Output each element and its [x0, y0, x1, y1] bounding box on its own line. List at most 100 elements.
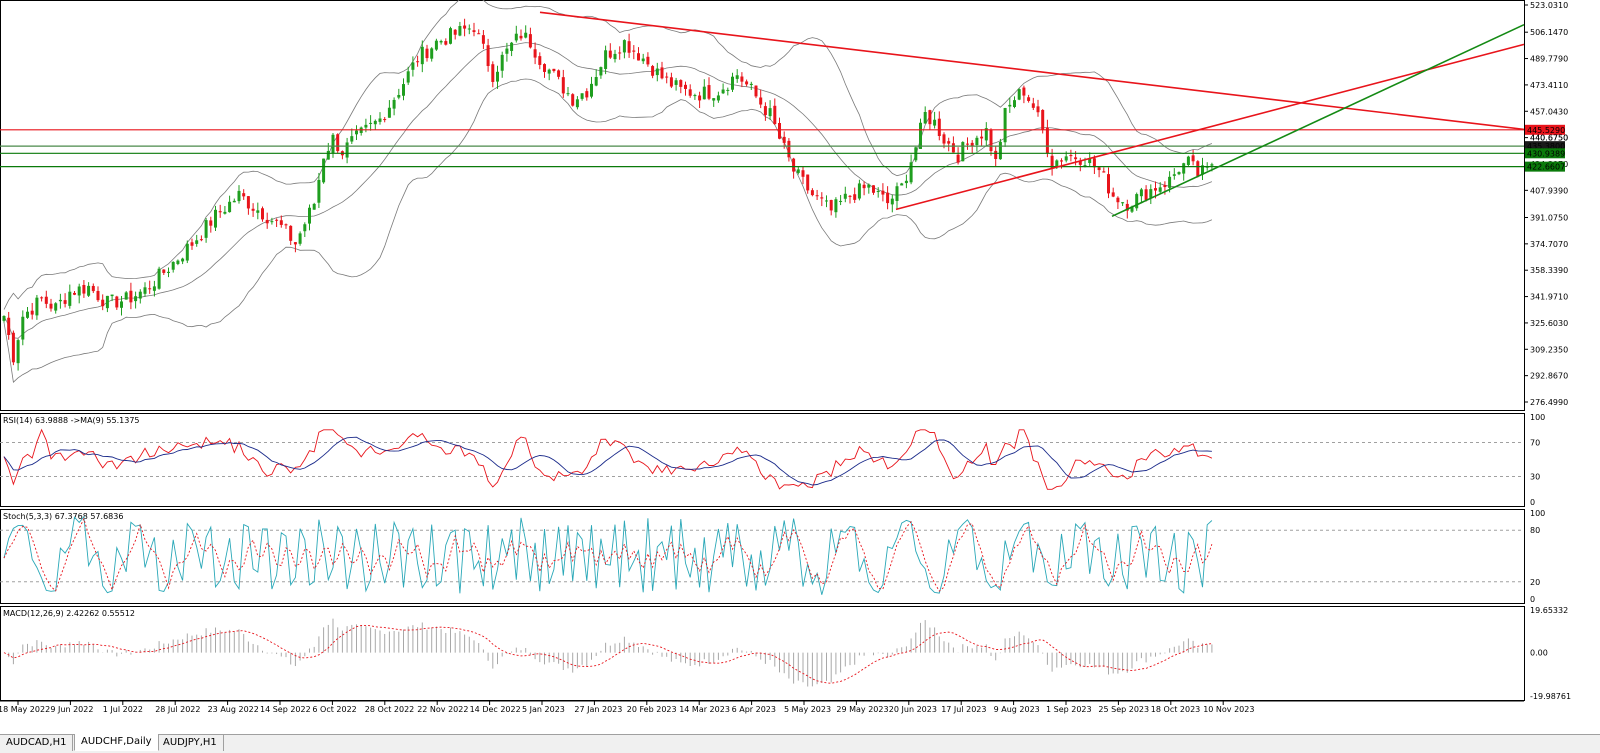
candle-body — [406, 71, 410, 83]
x-tick-label: 14 Sep 2022 — [260, 705, 311, 714]
candle-body — [1201, 165, 1204, 175]
y-tick-label: 391.0750 — [1530, 213, 1568, 222]
y-tick-label: 292.8670 — [1530, 372, 1568, 381]
candle-body — [604, 50, 608, 69]
x-tick-label: 28 Oct 2022 — [365, 705, 414, 714]
candle-body — [872, 185, 875, 193]
candle-body — [11, 332, 15, 363]
candle-body — [796, 169, 800, 173]
candle-body — [425, 48, 429, 59]
macd-tick-label: 19.65332 — [1530, 606, 1568, 615]
candle-body — [1088, 158, 1092, 164]
candle-body — [162, 269, 166, 273]
bollinger-upper-line — [3, 0, 1213, 310]
candle-body — [825, 200, 828, 202]
candle-body — [138, 291, 142, 299]
x-tick-label: 1 Sep 2023 — [1046, 705, 1092, 714]
symbol-tab-bar: AUDCAD,H1 AUDCHF,Daily AUDJPY,H1 — [0, 734, 1600, 753]
x-tick-label: 25 Sep 2023 — [1098, 705, 1149, 714]
candle-body — [646, 56, 650, 65]
candle-body — [1135, 194, 1139, 209]
candle-body — [923, 111, 927, 124]
candle-body — [961, 142, 965, 162]
y-tick-label: 457.0430 — [1530, 107, 1568, 116]
candle-body — [124, 292, 128, 300]
y-tick-label: 489.7790 — [1530, 55, 1568, 64]
candle-body — [627, 41, 631, 53]
candle-body — [524, 32, 528, 38]
price-label-text: 430.9389 — [1527, 149, 1565, 158]
candle-body — [829, 199, 833, 211]
stoch-tick-label: 100 — [1530, 509, 1545, 518]
candle-body — [928, 110, 932, 125]
tab-audjpy-h1[interactable]: AUDJPY,H1 — [157, 735, 224, 751]
candle-body — [608, 50, 612, 58]
candle-body — [881, 190, 885, 195]
tab-audchf-daily[interactable]: AUDCHF,Daily — [74, 734, 159, 751]
candle-body — [298, 233, 302, 244]
candle-body — [256, 210, 260, 213]
candle-body — [721, 89, 725, 94]
candle-body — [152, 286, 156, 291]
stoch-tick-label: 0 — [1530, 595, 1535, 604]
candle-body — [919, 122, 922, 149]
candle-body — [345, 142, 349, 158]
candle-body — [467, 28, 471, 30]
candle-body — [279, 220, 283, 225]
x-tick-label: 10 Nov 2023 — [1203, 705, 1254, 714]
candle-body — [533, 49, 537, 58]
candle-body — [989, 129, 993, 152]
candle-body — [167, 271, 170, 273]
price-label-box — [1525, 148, 1565, 159]
candle-body — [759, 97, 763, 105]
x-tick-label: 14 Dec 2022 — [470, 705, 521, 714]
candle-body — [237, 190, 241, 202]
candle-body — [373, 120, 377, 125]
x-tick-label: 28 Jul 2022 — [155, 705, 200, 714]
candle-body — [228, 201, 232, 213]
candle-body — [820, 197, 824, 199]
candle-body — [82, 284, 86, 294]
candle-body — [383, 119, 387, 121]
candle-body — [632, 50, 636, 52]
candle-body — [486, 45, 490, 67]
bollinger-middle-line — [3, 42, 1213, 339]
candle-body — [251, 208, 255, 211]
candle-body — [1083, 165, 1087, 167]
y-tick-label: 341.9710 — [1530, 293, 1568, 302]
candle-body — [458, 26, 462, 36]
candle-body — [684, 84, 687, 89]
macd-label: MACD(12,26,9) 2.42262 0.55512 — [3, 609, 135, 618]
candle-body — [1064, 156, 1068, 161]
candle-body — [698, 95, 702, 101]
candle-body — [364, 124, 368, 128]
candle-body — [449, 28, 452, 44]
candle-body — [214, 209, 217, 228]
chart-canvas[interactable]: 523.0310 506.1470 489.7790 473.4110 457.0430… — [0, 0, 1600, 734]
candle-body — [453, 29, 457, 35]
candle-body — [312, 203, 316, 210]
y-tick-label: 325.6030 — [1530, 319, 1568, 328]
candle-body — [218, 211, 222, 213]
candle-body — [326, 150, 330, 160]
candle-body — [420, 46, 424, 65]
candle-body — [44, 296, 48, 304]
candle-body — [1045, 127, 1049, 154]
stoch-tick-label: 80 — [1530, 526, 1540, 535]
stoch-tick-label: 20 — [1530, 578, 1540, 587]
candle-body — [209, 220, 213, 226]
x-tick-label: 14 Mar 2023 — [679, 705, 730, 714]
tab-audcad-h1[interactable]: AUDCAD,H1 — [0, 735, 74, 751]
candle-body — [322, 158, 326, 183]
candle-body — [265, 219, 269, 224]
macd-tick-label: 0.00 — [1530, 649, 1548, 658]
candle-body — [171, 261, 175, 270]
candle-body — [21, 316, 25, 340]
candle-body — [1111, 192, 1115, 197]
rsi-label: RSI(14) 63.9888 ->MA(9) 55.1375 — [3, 416, 140, 425]
candle-body — [1055, 160, 1059, 168]
candle-body — [998, 141, 1002, 160]
candle-body — [1069, 155, 1073, 157]
candle-body — [1097, 167, 1101, 171]
candle-body — [641, 58, 645, 62]
